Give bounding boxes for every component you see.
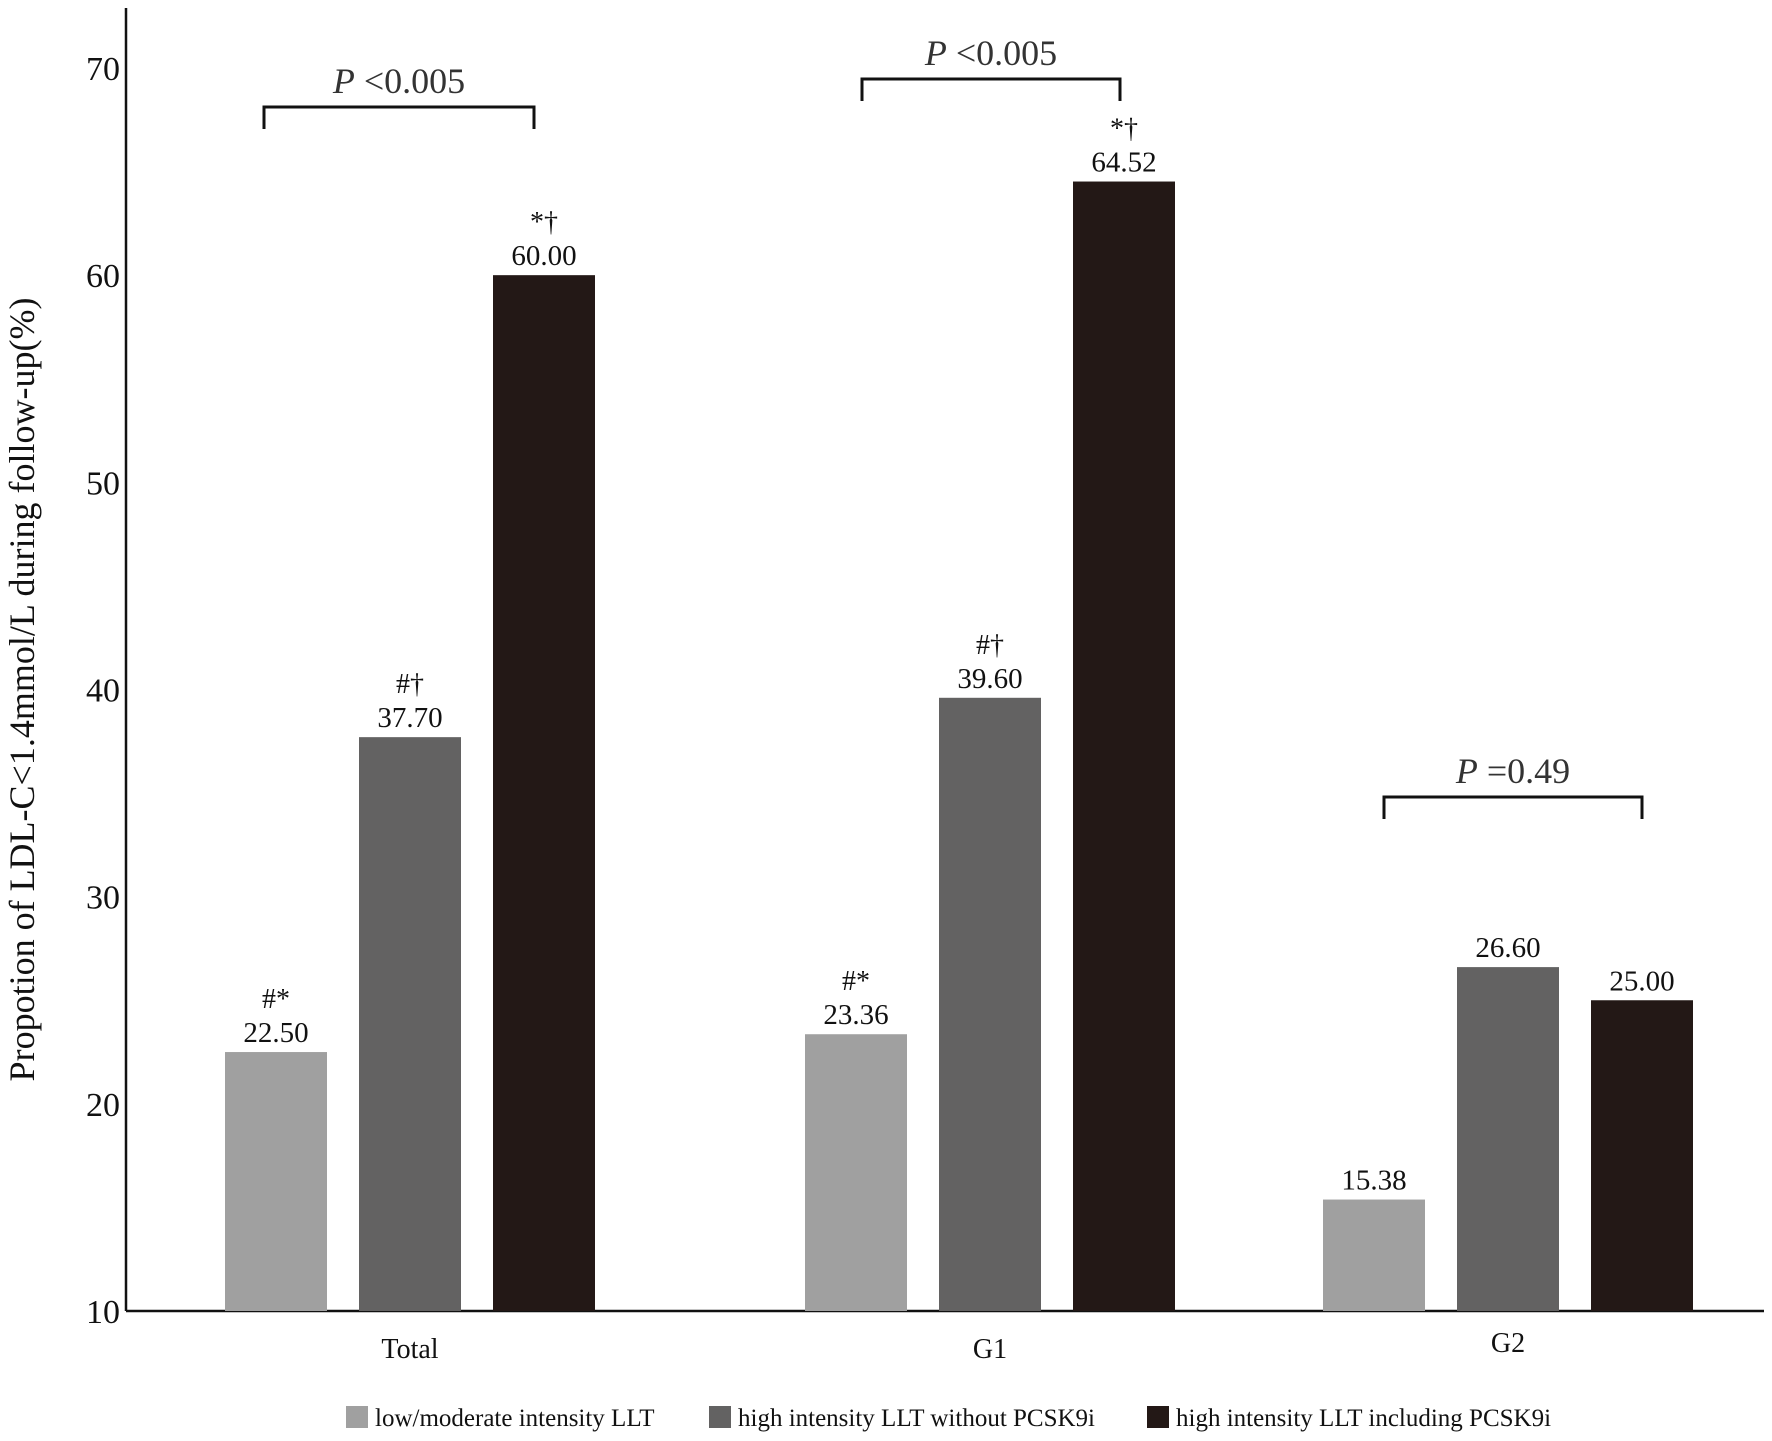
bar-1 bbox=[805, 1034, 907, 1311]
x-tick-label: G1 bbox=[973, 1334, 1007, 1365]
significance-mark: *† bbox=[1110, 114, 1138, 145]
bar-3 bbox=[1073, 181, 1175, 1311]
bar-2 bbox=[1457, 967, 1559, 1311]
data-label: 22.50 bbox=[243, 1017, 308, 1049]
data-label: 64.52 bbox=[1091, 147, 1156, 179]
bar-3 bbox=[1591, 1000, 1693, 1311]
data-label: 60.00 bbox=[511, 240, 576, 272]
bar-1 bbox=[225, 1052, 327, 1311]
significance-mark: #† bbox=[976, 630, 1004, 661]
data-label: 15.38 bbox=[1341, 1165, 1406, 1197]
y-axis-title: Propotion of LDL-C<1.4mmol/L during foll… bbox=[2, 298, 42, 1082]
significance-label: P <0.005 bbox=[332, 61, 465, 101]
y-tick-label: 60 bbox=[86, 258, 120, 295]
y-tick-label: 50 bbox=[86, 465, 120, 502]
x-tick-label: G2 bbox=[1491, 1328, 1525, 1359]
legend-label: high intensity LLT including PCSK9i bbox=[1176, 1405, 1551, 1432]
legend-swatch bbox=[709, 1406, 731, 1428]
y-tick-label: 70 bbox=[86, 51, 120, 88]
y-tick-label: 20 bbox=[86, 1087, 120, 1124]
significance-label: P =0.49 bbox=[1455, 751, 1570, 791]
x-tick-label: Total bbox=[381, 1334, 438, 1365]
significance-bracket bbox=[1382, 795, 1644, 819]
significance-bracket bbox=[860, 77, 1122, 101]
legend-label: high intensity LLT without PCSK9i bbox=[738, 1405, 1095, 1432]
significance-mark: #* bbox=[262, 984, 290, 1015]
significance-bracket bbox=[262, 105, 536, 129]
data-label: 39.60 bbox=[957, 663, 1022, 695]
data-label: 37.70 bbox=[377, 702, 442, 734]
y-tick-label: 40 bbox=[86, 673, 120, 710]
significance-brackets: P <0.005 P <0.005 P =0.49 bbox=[262, 33, 1644, 819]
bar-2 bbox=[939, 697, 1041, 1311]
legend-swatch bbox=[1147, 1406, 1169, 1428]
data-label: 25.00 bbox=[1609, 965, 1674, 997]
bar-1 bbox=[1323, 1199, 1425, 1311]
significance-mark: *† bbox=[530, 207, 558, 238]
significance-mark: #† bbox=[396, 669, 424, 700]
significance-label: P <0.005 bbox=[924, 33, 1057, 73]
chart-legend: low/moderate intensity LLT high intensity… bbox=[346, 1405, 1551, 1432]
y-tick-label: 10 bbox=[86, 1294, 120, 1331]
data-label: 23.36 bbox=[823, 999, 888, 1031]
bar-3 bbox=[493, 275, 595, 1312]
legend-label: low/moderate intensity LLT bbox=[375, 1405, 655, 1432]
significance-mark: #* bbox=[842, 966, 870, 997]
legend-swatch bbox=[346, 1406, 368, 1428]
chart-axes: 10 20 30 40 50 60 70 Propotion of LDL-C<1.4mmol… bbox=[2, 8, 1764, 1365]
y-tick-label: 30 bbox=[86, 880, 120, 917]
bar-2 bbox=[359, 737, 461, 1311]
chart-bars bbox=[225, 181, 1693, 1312]
chart-value-labels: 22.50#*37.70#†60.00*†23.36#*39.60#†64.52… bbox=[243, 114, 1674, 1197]
data-label: 26.60 bbox=[1475, 932, 1540, 964]
